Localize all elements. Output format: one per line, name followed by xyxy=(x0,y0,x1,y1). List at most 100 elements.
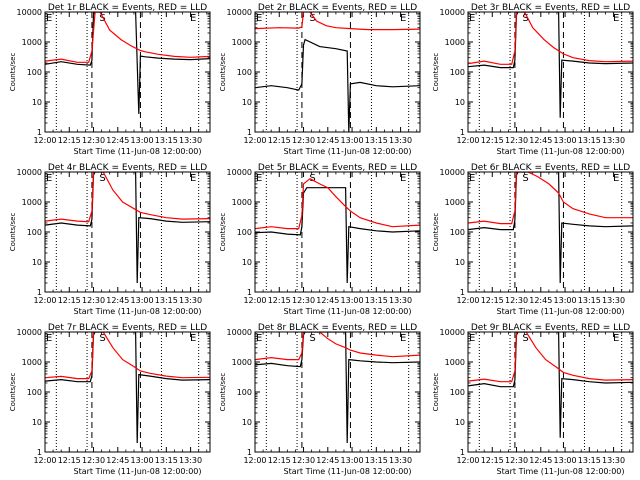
x-tick-label: 12:15 xyxy=(58,456,81,465)
interval-marker-label: E xyxy=(256,333,262,344)
y-tick-label: 10 xyxy=(32,98,42,107)
lld-series-line xyxy=(255,12,420,31)
y-tick-label: 1 xyxy=(247,128,252,137)
x-tick-label: 12:00 xyxy=(456,136,479,145)
y-tick-label: 10 xyxy=(242,258,252,267)
x-tick-label: 13:00 xyxy=(554,136,577,145)
x-tick-label: 13:30 xyxy=(602,136,625,145)
y-tick-label: 100 xyxy=(450,388,465,397)
interval-marker-label: E xyxy=(46,333,52,344)
x-tick-label: 13:15 xyxy=(365,296,388,305)
x-tick-label: 13:30 xyxy=(389,456,412,465)
detector-panel: Det 2r BLACK = Events, RED = LLD Counts/s… xyxy=(219,3,421,156)
x-tick-label: 13:00 xyxy=(131,136,154,145)
lld-series-line xyxy=(255,332,420,361)
y-tick-label: 100 xyxy=(237,68,252,77)
x-tick-label: 13:30 xyxy=(602,456,625,465)
x-tick-label: 12:30 xyxy=(82,136,105,145)
x-tick-label: 12:45 xyxy=(106,136,129,145)
x-tick-label: 12:30 xyxy=(82,456,105,465)
x-tick-label: 13:30 xyxy=(389,296,412,305)
detector-panel: Det 5r BLACK = Events, RED = LLD Counts/s… xyxy=(219,163,421,316)
y-tick-label: 1000 xyxy=(232,38,252,47)
y-axis-label: Counts/sec xyxy=(432,373,440,412)
x-tick-label: 12:45 xyxy=(529,296,552,305)
x-tick-label: 12:00 xyxy=(456,296,479,305)
plot-frame xyxy=(467,171,634,293)
y-tick-label: 10 xyxy=(242,418,252,427)
plot-frame xyxy=(467,331,634,453)
x-axis-label: Start Time (11-Jun-08 12:00:00) xyxy=(497,307,625,316)
interval-marker-label: E xyxy=(400,173,406,184)
x-tick-label: 12:45 xyxy=(106,456,129,465)
interval-marker-label: E xyxy=(469,173,475,184)
y-tick-label: 100 xyxy=(27,68,42,77)
x-tick-label: 13:00 xyxy=(554,456,577,465)
x-tick-label: 13:30 xyxy=(602,296,625,305)
interval-marker-label: E xyxy=(256,13,262,24)
x-axis-label: Start Time (11-Jun-08 12:00:00) xyxy=(497,147,625,156)
x-tick-label: 13:00 xyxy=(131,296,154,305)
lld-series-line xyxy=(45,332,210,380)
events-series-line xyxy=(45,12,210,114)
y-tick-label: 10000 xyxy=(440,328,465,337)
lld-series-line xyxy=(468,172,633,225)
interval-marker-label: E xyxy=(256,173,262,184)
y-tick-label: 10 xyxy=(455,418,465,427)
y-tick-label: 1 xyxy=(37,288,42,297)
plot-frame xyxy=(254,171,421,293)
x-axis-label: Start Time (11-Jun-08 12:00:00) xyxy=(284,147,412,156)
events-series-line xyxy=(255,38,420,132)
plot-frame xyxy=(254,331,421,453)
y-tick-label: 1000 xyxy=(22,358,42,367)
y-tick-label: 10000 xyxy=(17,8,42,17)
x-tick-label: 12:00 xyxy=(243,296,266,305)
chart-title: Det 1r BLACK = Events, RED = LLD xyxy=(48,3,207,13)
y-tick-label: 10 xyxy=(455,258,465,267)
x-tick-label: 12:15 xyxy=(58,296,81,305)
interval-marker-label: E xyxy=(46,13,52,24)
y-axis-label: Counts/sec xyxy=(9,213,17,252)
y-tick-label: 10000 xyxy=(227,328,252,337)
y-tick-label: 1000 xyxy=(232,358,252,367)
detector-panel: Det 6r BLACK = Events, RED = LLD Counts/s… xyxy=(432,163,634,316)
x-tick-label: 12:30 xyxy=(292,136,315,145)
y-tick-label: 10000 xyxy=(17,168,42,177)
y-tick-label: 1 xyxy=(37,448,42,457)
interval-marker-label: E xyxy=(469,333,475,344)
y-tick-label: 1 xyxy=(460,448,465,457)
lld-series-line xyxy=(468,332,633,383)
detector-panel: Det 3r BLACK = Events, RED = LLD Counts/s… xyxy=(432,3,634,156)
interval-marker-label: E xyxy=(400,333,406,344)
y-axis-label: Counts/sec xyxy=(432,213,440,252)
events-series-line xyxy=(468,12,633,118)
x-tick-label: 13:15 xyxy=(155,296,178,305)
x-axis-label: Start Time (11-Jun-08 12:00:00) xyxy=(284,467,412,476)
y-tick-label: 10000 xyxy=(440,8,465,17)
y-tick-label: 1 xyxy=(37,128,42,137)
x-tick-label: 12:30 xyxy=(292,456,315,465)
y-tick-label: 1000 xyxy=(445,38,465,47)
y-tick-label: 100 xyxy=(27,388,42,397)
interval-marker-label: S xyxy=(99,13,105,24)
interval-marker-label: E xyxy=(613,333,619,344)
chart-title: Det 9r BLACK = Events, RED = LLD xyxy=(471,323,630,333)
lld-series-line xyxy=(468,12,633,65)
y-axis-label: Counts/sec xyxy=(432,53,440,92)
x-tick-label: 13:00 xyxy=(341,136,364,145)
detector-panel: Det 9r BLACK = Events, RED = LLD Counts/s… xyxy=(432,323,634,476)
chart-title: Det 6r BLACK = Events, RED = LLD xyxy=(471,163,630,173)
y-axis-label: Counts/sec xyxy=(9,373,17,412)
y-axis-label: Counts/sec xyxy=(219,373,227,412)
y-tick-label: 10 xyxy=(32,418,42,427)
lld-series-line xyxy=(45,12,210,63)
x-tick-label: 13:15 xyxy=(365,456,388,465)
x-tick-label: 12:30 xyxy=(82,296,105,305)
plot-frame xyxy=(44,11,211,133)
x-tick-label: 13:15 xyxy=(578,456,601,465)
x-tick-label: 13:15 xyxy=(578,296,601,305)
x-tick-label: 12:45 xyxy=(316,456,339,465)
y-tick-label: 10 xyxy=(32,258,42,267)
x-tick-label: 13:00 xyxy=(131,456,154,465)
